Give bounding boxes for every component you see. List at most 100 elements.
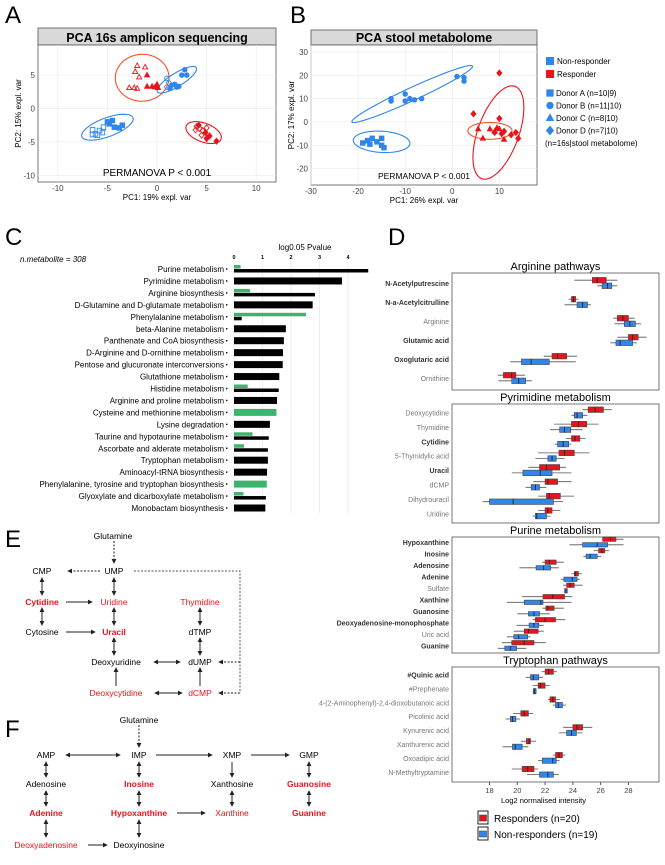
data-point bbox=[378, 135, 385, 142]
permanova-annotation: PERMANOVA P < 0.001 bbox=[103, 168, 212, 179]
bar-black bbox=[234, 349, 284, 357]
data-point bbox=[119, 122, 126, 128]
f-node-adenine: Adenine bbox=[29, 808, 63, 818]
confidence-ellipse bbox=[114, 53, 170, 102]
x-tick-label: -20 bbox=[352, 187, 364, 196]
e-node-dcmp: dCMP bbox=[188, 688, 212, 698]
confidence-ellipse bbox=[81, 113, 134, 141]
x-tick-label: 10 bbox=[495, 187, 504, 196]
metabolite-label: Uracil bbox=[430, 468, 450, 475]
data-point bbox=[454, 73, 460, 80]
category-label: Arginine and proline metabolism bbox=[110, 396, 225, 405]
data-point bbox=[461, 78, 467, 84]
confidence-ellipse bbox=[351, 64, 474, 124]
box-panel-frame bbox=[451, 272, 660, 391]
bar-green bbox=[234, 480, 267, 488]
metabolite-label: Cytidine bbox=[421, 439, 449, 446]
category-label: Purine metabolism bbox=[158, 265, 225, 274]
bar-green bbox=[234, 265, 241, 269]
y-tick-label: 0 bbox=[31, 104, 36, 113]
plot-area bbox=[310, 44, 538, 186]
tick-mark bbox=[226, 292, 228, 294]
data-point bbox=[512, 128, 519, 137]
data-point bbox=[418, 95, 425, 102]
panel-label-e: E bbox=[5, 526, 22, 553]
box-r bbox=[526, 738, 531, 745]
bar-black bbox=[234, 292, 315, 297]
bar-black bbox=[234, 269, 369, 273]
x-tick-label: 0 bbox=[232, 255, 235, 261]
box-nr bbox=[539, 771, 554, 778]
box-r bbox=[592, 277, 607, 284]
category-label: Tryptophan metabolism bbox=[141, 456, 225, 465]
metabolite-label: Deoxyadenosine-monophosphate bbox=[337, 621, 450, 628]
panel-label-a: A bbox=[5, 2, 22, 29]
box-panel-frame bbox=[451, 403, 660, 524]
e-node-ump: UMP bbox=[105, 566, 124, 576]
data-point bbox=[89, 131, 96, 138]
f-node-glutamine: Glutamine bbox=[120, 715, 159, 725]
metabolite-label: #Prephenate bbox=[409, 686, 449, 693]
legend-shape-icon bbox=[546, 89, 554, 97]
metabolite-label: Dihydrouracil bbox=[408, 497, 449, 504]
data-point bbox=[182, 66, 188, 73]
data-point bbox=[202, 128, 209, 137]
category-label: Pentose and glucuronate interconversions bbox=[75, 361, 224, 370]
f-node-inosine: Inosine bbox=[124, 779, 154, 789]
data-point bbox=[381, 144, 387, 151]
legend-label: Responders (n=20) bbox=[494, 814, 580, 825]
legend-shape-icon bbox=[545, 125, 555, 136]
y-axis-label: PC2: 15% expl. var bbox=[14, 79, 23, 148]
legend-swatch bbox=[479, 814, 487, 822]
box-panel-title: Purine metabolism bbox=[510, 525, 601, 537]
metabolite-label: Hypoxanthine bbox=[403, 540, 449, 547]
category-label: Panthenate and CoA biosynthesis bbox=[104, 337, 224, 346]
bar-black bbox=[234, 316, 242, 321]
metabolite-label: Inosine bbox=[424, 552, 449, 559]
box-r bbox=[587, 406, 604, 413]
box-nr bbox=[601, 282, 613, 289]
box-nr bbox=[555, 702, 563, 709]
category-label: Arginine biosynthesis bbox=[148, 289, 224, 298]
x-tick-label: 4 bbox=[346, 255, 350, 261]
data-point bbox=[179, 72, 185, 78]
y-tick-label: 20 bbox=[299, 71, 308, 80]
y-tick-label: 10 bbox=[299, 95, 308, 104]
metabolite-label: N-Methyltryptamine bbox=[388, 770, 449, 777]
data-point bbox=[407, 95, 413, 102]
category-label: Lysine degradation bbox=[157, 420, 224, 429]
category-label: Glutathione metabolism bbox=[140, 373, 224, 382]
x-tick-label: 3 bbox=[318, 255, 321, 261]
box-panel-frame bbox=[451, 666, 660, 783]
legend-note: (n=16s|stool metabolome) bbox=[545, 139, 638, 148]
box-r bbox=[539, 464, 560, 471]
bar-black bbox=[234, 436, 269, 440]
category-label: Glyoxylate and dicarboxylate metabolism bbox=[79, 492, 225, 501]
metabolite-label: Oxoglutaric acid bbox=[394, 357, 449, 364]
bar-black bbox=[234, 496, 266, 500]
chart-title: PCA 16s amplicon sequencing bbox=[66, 31, 248, 45]
category-label: Pyrimidine metabolism bbox=[144, 277, 225, 286]
metabolite-label: Guanosine bbox=[413, 609, 449, 616]
x-tick-label: 0 bbox=[155, 184, 160, 193]
x-tick-label: -10 bbox=[399, 187, 411, 196]
y-tick-label: -10 bbox=[296, 141, 308, 150]
metabolite-label: Ornithine bbox=[421, 376, 450, 383]
permanova-annotation: PERMANOVA P < 0.001 bbox=[378, 171, 470, 181]
f-node-xanthosine: Xanthosine bbox=[211, 779, 254, 789]
bar-black bbox=[234, 420, 270, 428]
data-point bbox=[496, 114, 503, 123]
confidence-ellipse bbox=[352, 130, 411, 154]
category-label: Histidine metabolism bbox=[150, 385, 224, 394]
tick-mark bbox=[226, 435, 228, 437]
box-nr bbox=[542, 757, 557, 764]
bar-black bbox=[234, 504, 266, 512]
e-node-uridine: Uridine bbox=[101, 597, 128, 607]
x-axis-label: Log2 normalised intensity bbox=[501, 796, 586, 805]
bar-black bbox=[234, 337, 284, 345]
metabolite-label: Arginine bbox=[423, 319, 449, 326]
category-label: Monobactam biosynthesis bbox=[132, 504, 225, 513]
tick-mark bbox=[226, 399, 228, 402]
tick-mark bbox=[226, 328, 228, 330]
data-point bbox=[388, 95, 394, 102]
